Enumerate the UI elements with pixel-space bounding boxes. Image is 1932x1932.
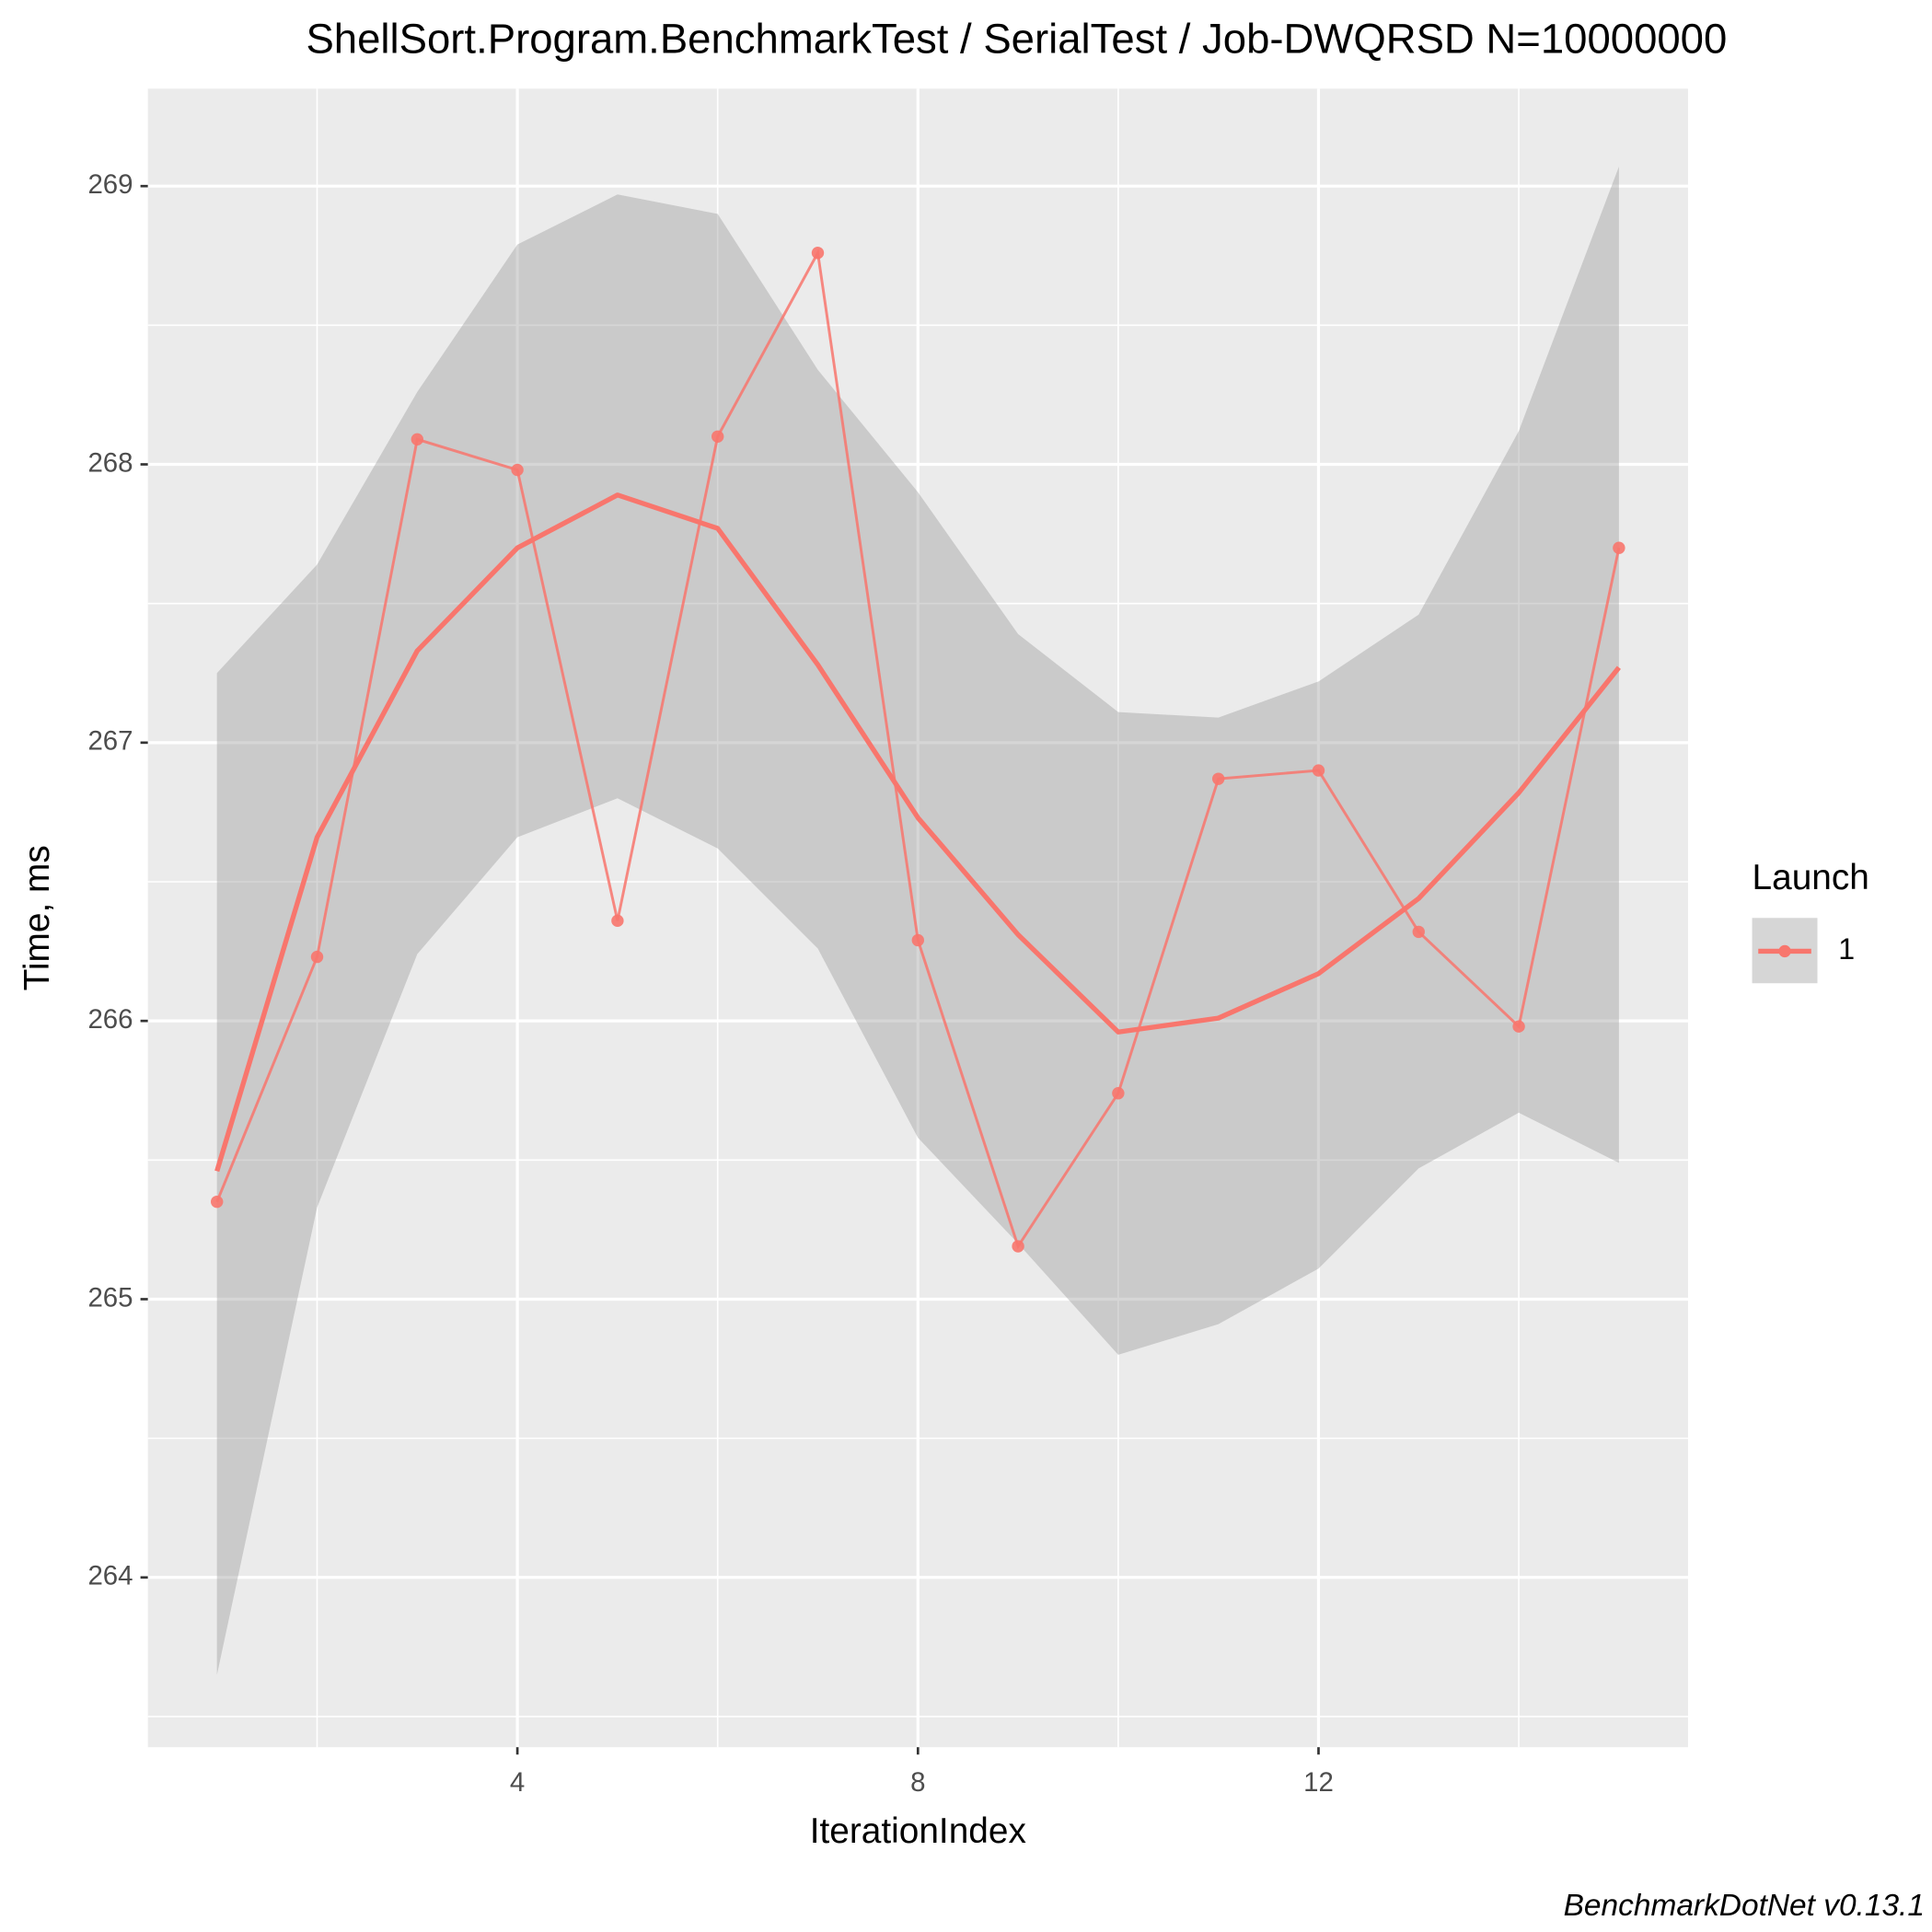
chart-title: ShellSort.Program.BenchmarkTest / Serial…	[306, 16, 1727, 63]
y-tick-label: 265	[87, 1282, 133, 1313]
x-tick-label: 8	[910, 1767, 925, 1798]
smooth-line	[214, 492, 1621, 1173]
plot-area	[211, 167, 1625, 1675]
data-point	[1613, 541, 1625, 554]
grid	[147, 88, 1688, 1748]
caption: BenchmarkDotNet v0.13.1	[1564, 1889, 1925, 1923]
y-axis-label: Time, ms	[17, 845, 57, 990]
legend-title: Launch	[1753, 858, 1869, 897]
legend-label: 1	[1838, 932, 1855, 966]
data-point	[211, 1195, 224, 1209]
x-axis-label: IterationIndex	[810, 1811, 1026, 1851]
y-tick-label: 269	[87, 169, 133, 200]
data-point	[511, 463, 524, 477]
data-point	[1211, 772, 1225, 785]
legend: Launch 1	[1752, 858, 1869, 984]
confidence-band	[216, 167, 1619, 1675]
data-point	[411, 433, 423, 445]
data-point	[1012, 1240, 1024, 1253]
legend-point	[1778, 944, 1791, 958]
data-point	[1312, 764, 1325, 777]
y-tick-label: 264	[87, 1561, 133, 1591]
y-tick-label: 268	[87, 447, 133, 478]
data-point	[1112, 1087, 1125, 1100]
data-point	[611, 914, 624, 928]
x-tick-label: 12	[1303, 1767, 1334, 1798]
data-point	[1412, 925, 1425, 939]
data-point	[1512, 1020, 1525, 1033]
data-point	[310, 950, 324, 964]
y-tick-label: 266	[87, 1004, 133, 1035]
data-point	[911, 933, 924, 947]
data-point	[711, 430, 724, 443]
x-tick-label: 4	[510, 1767, 525, 1798]
data-point	[811, 247, 825, 260]
y-tick-label: 267	[87, 726, 133, 757]
